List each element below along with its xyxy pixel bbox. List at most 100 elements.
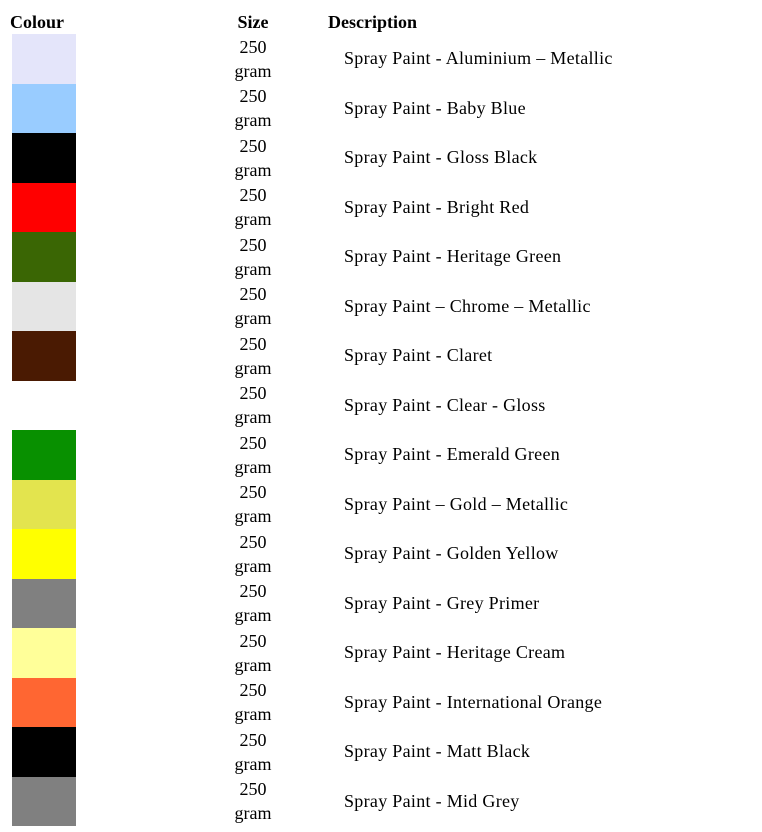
- table-row: 250 gram Spray Paint - Matt Black: [0, 727, 762, 777]
- size-cell-text: 250 gram: [234, 729, 272, 774]
- table-row: 250 gram Spray Paint - Heritage Cream: [0, 628, 762, 678]
- size-cell: 250 gram: [218, 628, 288, 678]
- colour-cell: [0, 133, 218, 183]
- size-cell-text: 250 gram: [234, 531, 272, 576]
- colour-cell: [0, 83, 218, 133]
- colour-cell: [0, 628, 218, 678]
- colour-swatch: [12, 281, 76, 331]
- colour-cell: [0, 281, 218, 331]
- size-cell: 250 gram: [218, 579, 288, 629]
- size-cell: 250 gram: [218, 678, 288, 728]
- description-cell: Spray Paint - Claret: [344, 345, 493, 366]
- colour-cell: [0, 479, 218, 529]
- description-cell: Spray Paint - Heritage Cream: [344, 642, 566, 663]
- size-cell: 250 gram: [218, 133, 288, 183]
- size-cell: 250 gram: [218, 529, 288, 579]
- description-cell: Spray Paint - Emerald Green: [344, 444, 561, 465]
- description-cell: Spray Paint - Bright Red: [344, 196, 530, 217]
- size-cell: 250 gram: [218, 331, 288, 381]
- colour-cell: [0, 381, 218, 431]
- table-row: 250 gram Spray Paint – Chrome – Metallic: [0, 281, 762, 332]
- size-cell-text: 250 gram: [234, 86, 272, 131]
- colour-swatch: [12, 479, 76, 529]
- size-cell-text: 250 gram: [234, 680, 272, 725]
- colour-cell: [0, 578, 218, 628]
- colour-cell: [0, 331, 218, 381]
- size-cell: 250 gram: [218, 777, 288, 827]
- size-cell-text: 250 gram: [234, 482, 272, 527]
- size-cell-text: 250 gram: [234, 432, 272, 477]
- description-cell: Spray Paint - Mid Grey: [344, 790, 520, 811]
- description-cell: Spray Paint – Chrome – Metallic: [344, 295, 591, 316]
- size-cell-text: 250 gram: [234, 185, 272, 230]
- description-cell: Spray Paint - Heritage Green: [344, 246, 562, 267]
- colour-swatch: [12, 381, 76, 431]
- table-row: 250 gram Spray Paint - Heritage Green: [0, 232, 762, 282]
- colour-cell: [0, 182, 218, 232]
- colour-cell: [0, 727, 218, 777]
- description-cell: Spray Paint - Matt Black: [344, 741, 531, 762]
- description-cell: Spray Paint - Gloss Black: [344, 147, 538, 168]
- table-row: 250 gram Spray Paint - Claret: [0, 331, 762, 381]
- size-cell: 250 gram: [218, 282, 288, 332]
- size-cell: 250 gram: [218, 430, 288, 480]
- colour-swatch: [12, 677, 76, 727]
- colour-cell: [0, 430, 218, 480]
- table-header-row: Colour Size Description: [0, 0, 762, 34]
- colour-swatch: [12, 529, 76, 579]
- table-row: 250 gram Spray Paint - Baby Blue: [0, 83, 762, 134]
- description-cell: Spray Paint - Baby Blue: [344, 97, 526, 118]
- size-cell-text: 250 gram: [234, 234, 272, 279]
- column-header-description: Description: [328, 12, 417, 32]
- table-row: 250 gram Spray Paint - Mid Grey: [0, 776, 762, 827]
- size-cell: 250 gram: [218, 727, 288, 777]
- colour-cell: [0, 232, 218, 282]
- colour-swatch: [12, 727, 76, 777]
- table-row: 250 gram Spray Paint - Aluminium – Metal…: [0, 34, 762, 84]
- table-row: 250 gram Spray Paint - Gloss Black: [0, 133, 762, 183]
- column-header-colour: Colour: [10, 12, 64, 32]
- colour-swatch: [12, 331, 76, 381]
- colour-cell: [0, 34, 218, 84]
- size-cell-text: 250 gram: [234, 779, 272, 824]
- size-cell-text: 250 gram: [234, 36, 272, 81]
- colour-swatch: [12, 430, 76, 480]
- size-cell-text: 250 gram: [234, 135, 272, 180]
- description-cell: Spray Paint - Grey Primer: [344, 592, 540, 613]
- size-cell-text: 250 gram: [234, 581, 272, 626]
- colour-swatch: [12, 578, 76, 628]
- colour-swatch: [12, 628, 76, 678]
- size-cell: 250 gram: [218, 34, 288, 84]
- description-cell: Spray Paint - Aluminium – Metallic: [344, 48, 613, 69]
- table-row: 250 gram Spray Paint - Grey Primer: [0, 578, 762, 629]
- colour-swatch: [12, 182, 76, 232]
- size-cell-text: 250 gram: [234, 630, 272, 675]
- table-row: 250 gram Spray Paint - Clear - Gloss: [0, 381, 762, 431]
- colour-swatch: [12, 133, 76, 183]
- description-cell: Spray Paint - Golden Yellow: [344, 543, 559, 564]
- size-cell: 250 gram: [218, 232, 288, 282]
- colour-swatch: [12, 232, 76, 282]
- size-cell: 250 gram: [218, 84, 288, 134]
- table-row: 250 gram Spray Paint - Emerald Green: [0, 430, 762, 480]
- size-cell-text: 250 gram: [234, 333, 272, 378]
- table-row: 250 gram Spray Paint – Gold – Metallic: [0, 479, 762, 530]
- colour-cell: [0, 677, 218, 727]
- column-header-size: Size: [237, 12, 269, 32]
- size-cell-text: 250 gram: [234, 284, 272, 329]
- colour-cell: [0, 776, 218, 826]
- description-cell: Spray Paint - International Orange: [344, 691, 603, 712]
- colour-swatch: [12, 776, 76, 826]
- colour-swatch: [12, 83, 76, 133]
- description-cell: Spray Paint - Clear - Gloss: [344, 394, 546, 415]
- table-row: 250 gram Spray Paint - Golden Yellow: [0, 529, 762, 579]
- colour-cell: [0, 529, 218, 579]
- size-cell: 250 gram: [218, 381, 288, 431]
- size-cell-text: 250 gram: [234, 383, 272, 428]
- colour-swatch: [12, 34, 76, 84]
- size-cell: 250 gram: [218, 183, 288, 233]
- size-cell: 250 gram: [218, 480, 288, 530]
- paint-table-body: 250 gram Spray Paint - Aluminium – Metal…: [0, 34, 762, 826]
- table-row: 250 gram Spray Paint - International Ora…: [0, 677, 762, 728]
